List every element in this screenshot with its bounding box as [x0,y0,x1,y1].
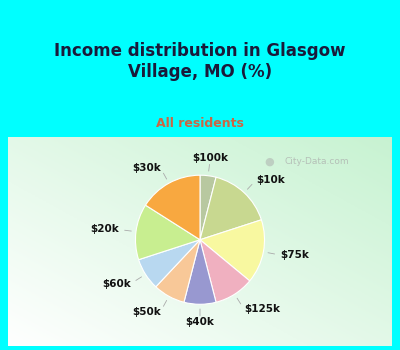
Text: $40k: $40k [186,317,214,327]
Text: City-Data.com: City-Data.com [284,157,349,166]
Text: Income distribution in Glasgow
Village, MO (%): Income distribution in Glasgow Village, … [54,42,346,81]
Text: All residents: All residents [156,117,244,130]
Text: $60k: $60k [102,279,131,289]
Wedge shape [200,175,216,240]
Text: ●: ● [264,157,274,167]
Text: $30k: $30k [132,163,160,173]
Wedge shape [200,240,250,302]
Wedge shape [200,177,261,240]
Wedge shape [200,220,264,281]
Text: $75k: $75k [280,250,309,260]
Text: $100k: $100k [192,153,228,163]
Wedge shape [146,175,200,240]
Wedge shape [139,240,200,287]
Wedge shape [184,240,216,304]
Wedge shape [156,240,200,302]
Wedge shape [136,205,200,260]
Text: $50k: $50k [132,307,160,316]
Text: $20k: $20k [90,224,119,234]
Text: $125k: $125k [244,304,280,314]
Text: $10k: $10k [256,175,285,185]
